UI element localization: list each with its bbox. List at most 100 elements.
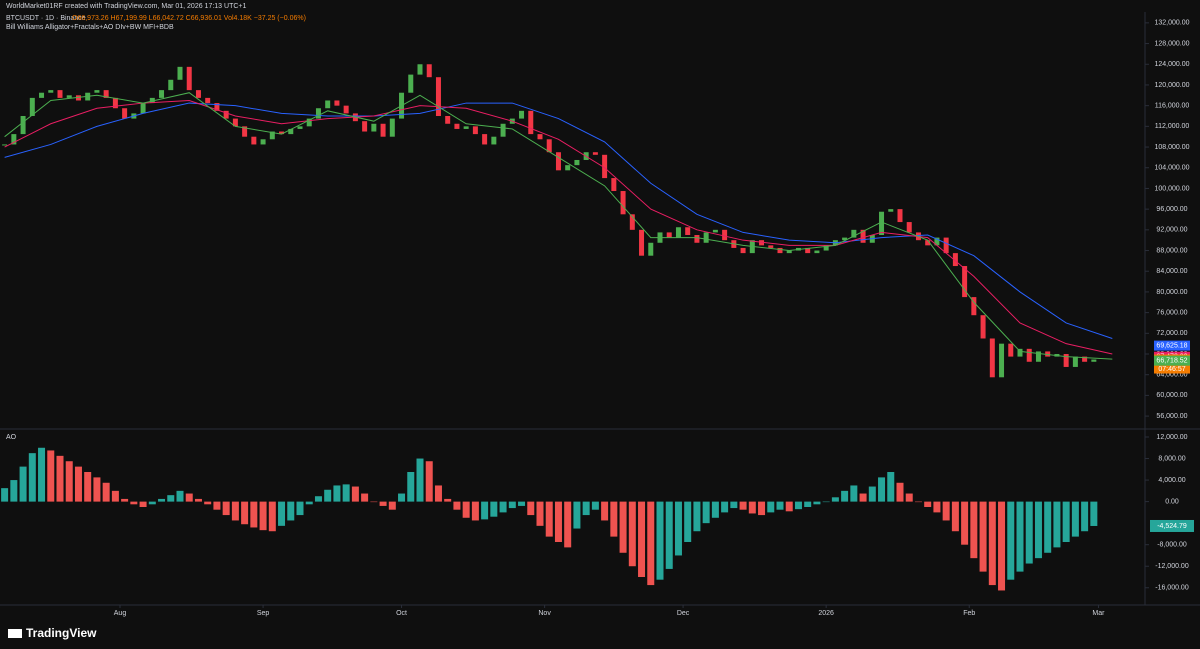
candle — [140, 103, 146, 114]
candle — [343, 105, 349, 114]
ao-bar — [748, 501, 756, 514]
y-tick-label: 4,000.00 — [1158, 477, 1185, 484]
ao-bar — [259, 501, 267, 531]
ao-bar — [1034, 501, 1042, 559]
x-tick-label: Aug — [114, 610, 127, 617]
candle — [454, 123, 460, 129]
candle — [75, 95, 81, 101]
candle — [20, 116, 26, 135]
ao-bar — [702, 501, 710, 524]
y-tick-label: 100,000.00 — [1154, 185, 1189, 192]
ao-bar — [462, 501, 470, 518]
x-tick-label: Oct — [396, 610, 407, 617]
candle — [371, 123, 377, 132]
ao-bar — [573, 501, 581, 529]
ao-bar — [564, 501, 572, 548]
ao-bar — [176, 490, 184, 502]
candle — [122, 108, 128, 119]
candle — [925, 240, 931, 246]
ao-bar — [1062, 501, 1070, 542]
ao-bar — [204, 501, 212, 505]
y-tick-label: 132,000.00 — [1154, 20, 1189, 27]
candle — [759, 240, 765, 246]
ao-bar — [65, 461, 73, 502]
ao-bar — [314, 496, 322, 502]
candle — [426, 64, 432, 78]
ao-bar — [111, 490, 119, 502]
ao-bar — [471, 501, 479, 521]
price-label-box — [1154, 340, 1190, 351]
ao-bar — [896, 482, 904, 502]
ao-bar — [951, 501, 959, 532]
x-tick-label: Dec — [677, 610, 690, 617]
y-tick-label: 64,000.00 — [1156, 372, 1187, 379]
candle — [57, 90, 63, 98]
ao-bar — [213, 501, 221, 510]
ao-bar — [914, 501, 922, 503]
candle — [223, 110, 229, 119]
y-tick-label: 12,000.00 — [1156, 434, 1187, 441]
ao-bar — [905, 493, 913, 502]
candle — [214, 103, 220, 111]
candle — [205, 97, 211, 104]
candle — [1045, 351, 1051, 357]
candle — [842, 237, 848, 241]
ao-bar — [785, 501, 793, 512]
candle — [232, 118, 238, 127]
countdown: 07:46:57 — [1158, 366, 1185, 373]
candle — [94, 90, 100, 93]
ao-bar — [324, 489, 332, 502]
candle — [306, 118, 312, 127]
ao-bar — [508, 501, 516, 509]
ao-bar — [979, 501, 987, 572]
y-tick-label: 72,000.00 — [1156, 330, 1187, 337]
ao-bar — [351, 486, 359, 502]
candle — [1063, 354, 1069, 367]
ao-bar — [647, 501, 655, 586]
y-tick-label: 104,000.00 — [1154, 165, 1189, 172]
candle — [500, 123, 506, 137]
ao-title: AO — [6, 434, 17, 441]
candle — [814, 250, 820, 254]
countdown-box — [1154, 364, 1190, 374]
ao-bar — [601, 501, 609, 521]
ao-bar — [268, 501, 276, 532]
candle — [629, 214, 635, 230]
candle — [879, 211, 885, 236]
candle — [1035, 351, 1041, 362]
candle — [648, 242, 654, 256]
candle — [888, 209, 894, 212]
y-tick-label: -16,000.00 — [1155, 585, 1189, 592]
ao-bar — [665, 501, 673, 569]
candle — [777, 247, 783, 254]
candle — [555, 152, 561, 171]
ao-bar — [721, 501, 729, 513]
candle — [269, 131, 275, 140]
candle — [897, 209, 903, 223]
ao-bar — [961, 501, 969, 545]
ao-bar — [56, 455, 64, 502]
ao-bar — [379, 501, 387, 506]
ao-bar — [158, 498, 166, 502]
candle — [297, 126, 303, 129]
candle — [703, 232, 709, 243]
ao-bar — [554, 501, 562, 542]
candle — [685, 227, 691, 236]
y-tick-label: 112,000.00 — [1155, 123, 1190, 130]
price-label: 69,625.18 — [1156, 342, 1187, 349]
candle — [980, 315, 986, 339]
y-tick-label: 56,000.00 — [1156, 413, 1187, 420]
ao-bar — [305, 501, 313, 505]
candle — [417, 64, 423, 75]
ao-bar — [610, 501, 618, 537]
ao-bar — [425, 461, 433, 502]
ao-bar — [296, 501, 304, 516]
candle — [602, 154, 608, 179]
candle — [491, 136, 497, 145]
ao-bar — [342, 484, 350, 502]
y-tick-label: 76,000.00 — [1156, 309, 1187, 316]
ao-bar — [1081, 501, 1089, 532]
ao-bar — [767, 501, 775, 513]
x-tick-label: Feb — [963, 610, 975, 617]
ao-bar — [850, 485, 858, 502]
